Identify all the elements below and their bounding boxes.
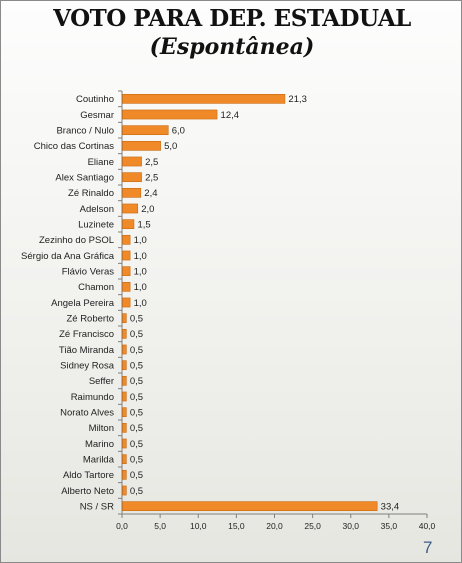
bar xyxy=(122,187,142,198)
category-label: Coutinho xyxy=(76,94,114,105)
category-label: Marino xyxy=(85,439,114,450)
category-label: Seffer xyxy=(89,376,114,387)
data-label: 0,5 xyxy=(130,376,143,387)
category-label: Branco / Nulo xyxy=(56,125,114,136)
x-tick-label: 5,0 xyxy=(154,521,166,531)
x-tick-label: 30,0 xyxy=(342,521,359,531)
bar xyxy=(122,469,127,480)
bar xyxy=(122,344,127,355)
data-label: 0,5 xyxy=(130,392,143,403)
data-label: 33,4 xyxy=(381,501,400,512)
x-tick-label: 25,0 xyxy=(304,521,321,531)
category-label: Flávio Veras xyxy=(62,266,115,277)
category-label: Zé Francisco xyxy=(59,329,114,340)
data-label: 1,0 xyxy=(134,251,147,262)
category-label: Alex Santiago xyxy=(55,172,114,183)
page-number: 7 xyxy=(423,538,433,557)
data-label: 1,0 xyxy=(134,282,147,293)
category-label: Marilda xyxy=(83,454,115,465)
data-label: 0,5 xyxy=(130,313,143,324)
bar xyxy=(122,297,131,308)
category-label: Gesmar xyxy=(80,110,114,121)
bar xyxy=(122,266,131,277)
chart-title: VOTO PARA DEP. ESTADUAL xyxy=(53,5,411,32)
data-label: 0,5 xyxy=(130,345,143,356)
bar xyxy=(122,281,131,292)
data-label: 12,4 xyxy=(221,110,240,121)
category-label: Chamon xyxy=(78,282,114,293)
category-label: Milton xyxy=(89,423,114,434)
data-label: 0,5 xyxy=(130,360,143,371)
data-label: 0,5 xyxy=(130,470,143,481)
bar xyxy=(122,172,142,183)
category-label: Aldo Tartore xyxy=(63,470,114,481)
bar xyxy=(122,313,127,324)
category-label: Angela Pereira xyxy=(51,298,115,309)
data-label: 0,5 xyxy=(130,407,143,418)
data-label: 2,5 xyxy=(145,172,158,183)
bar xyxy=(122,391,127,402)
bar xyxy=(122,407,127,418)
category-label: Sérgio da Ana Gráfica xyxy=(21,251,115,262)
bar xyxy=(122,125,169,136)
category-label: Zé Roberto xyxy=(66,313,114,324)
x-tick-label: 0,0 xyxy=(116,521,128,531)
data-label: 1,5 xyxy=(137,219,150,230)
bar xyxy=(122,328,127,339)
category-label: Sidney Rosa xyxy=(60,360,115,371)
data-label: 0,5 xyxy=(130,454,143,465)
data-label: 0,5 xyxy=(130,329,143,340)
data-label: 2,5 xyxy=(145,157,158,168)
category-label: Chico das Cortinas xyxy=(34,141,115,152)
category-label: Norato Alves xyxy=(60,407,114,418)
category-label: Raimundo xyxy=(71,392,114,403)
x-tick-label: 35,0 xyxy=(381,521,398,531)
data-label: 0,5 xyxy=(130,439,143,450)
bar xyxy=(122,360,127,371)
x-tick-label: 20,0 xyxy=(266,521,283,531)
category-label: Alberto Neto xyxy=(61,486,114,497)
bar xyxy=(122,203,139,214)
bar xyxy=(122,485,127,496)
category-label: NS / SR xyxy=(80,501,114,512)
category-label: Luzinete xyxy=(78,219,114,230)
bar xyxy=(122,109,218,120)
bar xyxy=(122,438,127,449)
x-tick-label: 10,0 xyxy=(190,521,207,531)
category-label: Zezinho do PSOL xyxy=(39,235,114,246)
x-tick-label: 15,0 xyxy=(228,521,245,531)
bar xyxy=(122,454,127,465)
data-label: 0,5 xyxy=(130,423,143,434)
bar xyxy=(122,501,378,512)
data-label: 1,0 xyxy=(134,298,147,309)
bar xyxy=(122,156,142,167)
data-label: 21,3 xyxy=(288,94,307,105)
bar xyxy=(122,140,161,151)
bar xyxy=(122,234,131,245)
bar xyxy=(122,422,127,433)
category-label: Zé Rinaldo xyxy=(68,188,114,199)
bar xyxy=(122,250,131,261)
data-label: 0,5 xyxy=(130,486,143,497)
data-label: 1,0 xyxy=(134,235,147,246)
category-label: Adelson xyxy=(80,204,114,215)
data-label: 2,4 xyxy=(144,188,157,199)
category-label: Eliane xyxy=(88,157,114,168)
bar xyxy=(122,93,286,104)
category-label: Tião Miranda xyxy=(59,345,115,356)
data-label: 1,0 xyxy=(134,266,147,277)
bar xyxy=(122,219,135,230)
data-label: 2,0 xyxy=(141,204,154,215)
chart-subtitle: (Espontânea) xyxy=(149,34,315,60)
data-label: 6,0 xyxy=(172,125,185,136)
x-tick-label: 40,0 xyxy=(419,521,436,531)
bar xyxy=(122,375,127,386)
data-label: 5,0 xyxy=(164,141,177,152)
